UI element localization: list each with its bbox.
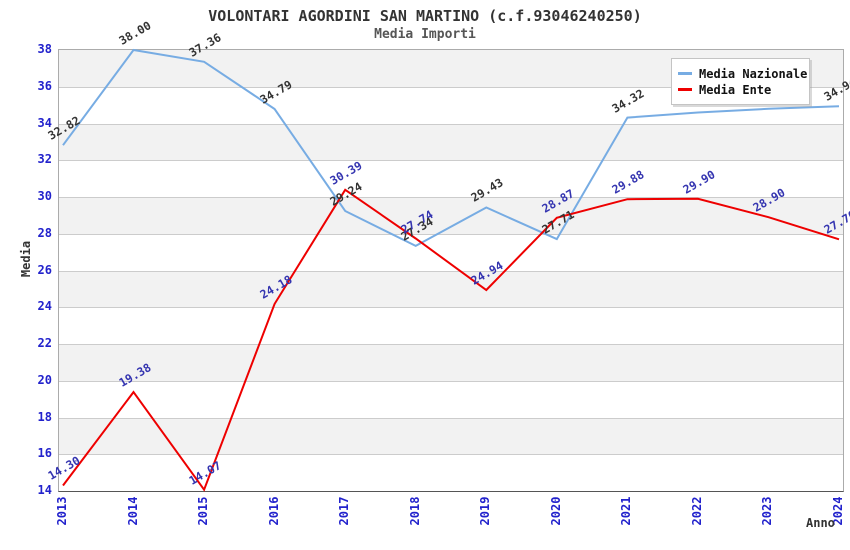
y-tick-label: 32 (37, 152, 52, 167)
gridline (59, 454, 843, 456)
y-tick-label: 30 (37, 189, 52, 203)
x-tick-label: 2022 (689, 496, 704, 526)
y-tick-label: 24 (37, 299, 52, 314)
x-tick-label: 2019 (478, 496, 493, 526)
grid-band (59, 123, 843, 161)
chart-title: VOLONTARI AGORDINI SAN MARTINO (c.f.9304… (208, 7, 642, 25)
y-tick-label: 22 (37, 336, 52, 350)
chart-subtitle: Media Importi (374, 27, 476, 42)
gridline (59, 160, 843, 162)
legend-label: Media Nazionale (699, 66, 808, 81)
gridline (59, 417, 843, 419)
x-tick-label: 2021 (619, 496, 634, 526)
x-tick-label: 2015 (196, 496, 211, 526)
y-tick-label: 20 (37, 372, 52, 387)
x-tick-label: 2016 (266, 496, 281, 526)
y-tick-label: 28 (37, 225, 52, 240)
legend-item: Media Nazionale (678, 66, 809, 81)
series-line-media-ente (62, 188, 840, 492)
grid-band (59, 454, 843, 491)
x-tick-label: 2023 (760, 496, 775, 526)
legend-swatch-media-nazionale (678, 72, 692, 75)
y-tick-label: 34 (37, 115, 52, 130)
series-lines (62, 48, 840, 492)
legend-swatch-media-ente (678, 88, 692, 91)
x-tick-label: 2014 (125, 496, 140, 526)
grid-band (59, 270, 843, 308)
grid-band (59, 307, 843, 344)
y-tick-label: 36 (37, 78, 52, 93)
y-tick-label: 26 (37, 262, 52, 277)
x-tick-label: 2020 (548, 496, 563, 526)
gridline (59, 233, 843, 235)
legend-item: Media Ente (678, 82, 809, 97)
x-tick-label: 2017 (337, 496, 352, 526)
y-axis-title: Media (19, 240, 33, 278)
grid-band (59, 160, 843, 197)
legend: Media Nazionale Media Ente (671, 58, 810, 105)
x-tick-label: 2013 (55, 496, 69, 526)
gridline (59, 307, 843, 309)
y-tick-label: 38 (37, 42, 52, 56)
legend-label: Media Ente (699, 82, 772, 97)
x-axis-title: Anno (806, 516, 835, 530)
gridline (59, 344, 843, 345)
gridline (59, 86, 843, 88)
plot-area (58, 48, 844, 492)
gridline (59, 197, 843, 198)
y-tick-label: 14 (37, 483, 52, 497)
grid-band (59, 417, 843, 455)
gridline (59, 270, 843, 272)
y-tick-label: 18 (37, 409, 52, 424)
gridline (59, 123, 843, 125)
series-line-media-nazionale (62, 48, 840, 248)
x-tick-label: 2018 (407, 496, 422, 526)
grid-band (59, 344, 843, 381)
gridline (59, 380, 843, 382)
grid-band (59, 380, 843, 418)
y-tick-label: 16 (37, 446, 52, 461)
